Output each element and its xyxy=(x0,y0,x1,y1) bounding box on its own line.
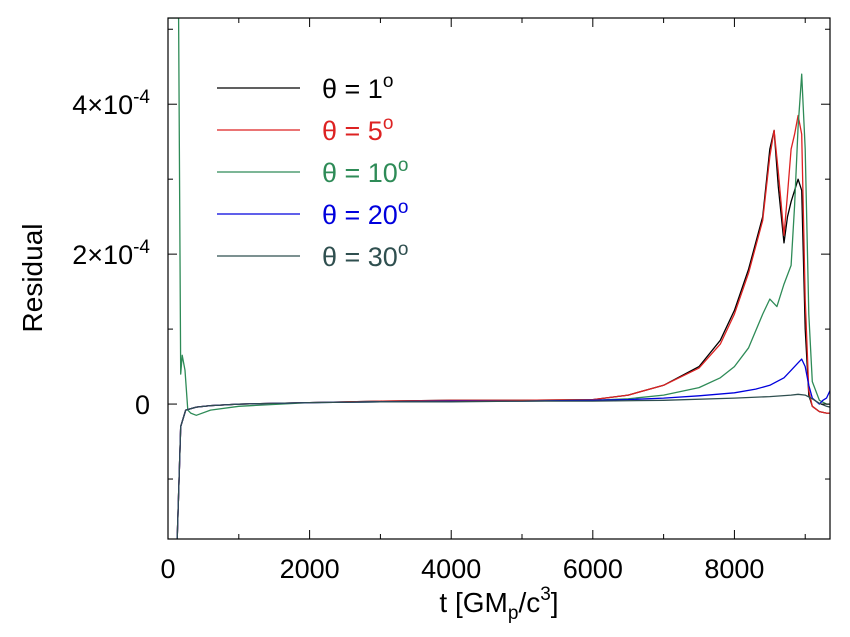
y-tick-label: 4×10-4 xyxy=(72,87,150,120)
legend-label: θ = 5o xyxy=(322,113,393,146)
legend-label: θ = 10o xyxy=(322,155,408,188)
plot-frame xyxy=(167,17,831,540)
x-tick-label: 6000 xyxy=(563,554,623,584)
series-line-1 xyxy=(176,129,830,539)
x-axis-label: t [GMp/c3] xyxy=(439,584,558,624)
series-line-3 xyxy=(168,18,830,416)
series-line-2 xyxy=(176,114,830,539)
x-tick-label: 0 xyxy=(160,554,175,584)
x-tick-label: 4000 xyxy=(421,554,481,584)
legend-label: θ = 30o xyxy=(322,239,408,272)
x-tick-label: 8000 xyxy=(704,554,764,584)
series-line-4 xyxy=(176,358,830,539)
legend-label: θ = 20o xyxy=(322,197,408,230)
legend-label: θ = 1o xyxy=(322,71,393,104)
y-tick-label: 2×10-4 xyxy=(72,237,150,270)
series-line-5 xyxy=(176,393,830,539)
y-axis-label: Residual xyxy=(17,224,48,333)
x-tick-label: 2000 xyxy=(280,554,340,584)
y-tick-label: 0 xyxy=(135,390,150,420)
